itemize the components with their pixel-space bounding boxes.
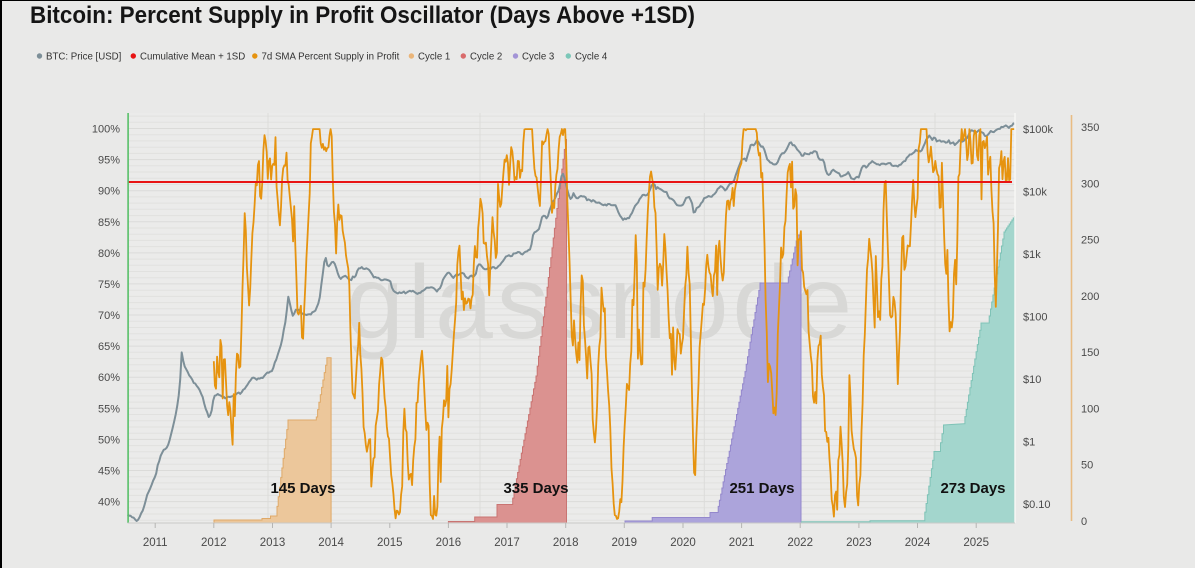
svg-text:251 Days: 251 Days bbox=[729, 480, 794, 497]
svg-text:2014: 2014 bbox=[318, 537, 344, 549]
svg-text:200: 200 bbox=[1081, 291, 1099, 303]
svg-text:145 Days: 145 Days bbox=[270, 480, 335, 497]
svg-text:2018: 2018 bbox=[553, 537, 579, 549]
svg-text:2013: 2013 bbox=[260, 537, 286, 549]
svg-text:75%: 75% bbox=[98, 279, 120, 291]
svg-text:65%: 65% bbox=[98, 341, 120, 353]
svg-text:$10: $10 bbox=[1023, 374, 1041, 386]
svg-text:90%: 90% bbox=[98, 186, 120, 198]
svg-text:2016: 2016 bbox=[436, 537, 462, 549]
svg-text:2015: 2015 bbox=[377, 537, 403, 549]
svg-text:0: 0 bbox=[1081, 516, 1087, 528]
svg-text:100: 100 bbox=[1081, 404, 1099, 416]
svg-text:$0.10: $0.10 bbox=[1023, 499, 1051, 511]
svg-text:Cycle 1: Cycle 1 bbox=[418, 52, 450, 63]
svg-text:70%: 70% bbox=[98, 310, 120, 322]
svg-text:2011: 2011 bbox=[143, 537, 168, 549]
svg-text:250: 250 bbox=[1081, 235, 1099, 247]
svg-text:273 Days: 273 Days bbox=[940, 480, 1005, 497]
svg-text:2022: 2022 bbox=[787, 537, 813, 549]
svg-text:350: 350 bbox=[1081, 122, 1099, 134]
svg-text:BTC: Price [USD]: BTC: Price [USD] bbox=[46, 52, 121, 63]
svg-text:2024: 2024 bbox=[905, 537, 931, 549]
svg-text:$10k: $10k bbox=[1023, 187, 1047, 199]
svg-text:$100k: $100k bbox=[1023, 124, 1053, 136]
svg-text:2017: 2017 bbox=[494, 537, 520, 549]
svg-text:7d SMA Percent Supply in Profi: 7d SMA Percent Supply in Profit bbox=[262, 52, 400, 63]
svg-text:2023: 2023 bbox=[846, 537, 872, 549]
svg-text:Cycle 3: Cycle 3 bbox=[522, 52, 554, 63]
svg-text:$100: $100 bbox=[1023, 312, 1047, 324]
svg-text:55%: 55% bbox=[98, 403, 120, 415]
svg-text:80%: 80% bbox=[98, 248, 120, 260]
svg-text:40%: 40% bbox=[98, 497, 120, 509]
svg-text:Cycle 4: Cycle 4 bbox=[575, 52, 608, 63]
svg-text:60%: 60% bbox=[98, 372, 120, 384]
svg-text:335 Days: 335 Days bbox=[503, 480, 568, 497]
svg-text:100%: 100% bbox=[92, 124, 120, 136]
svg-text:2025: 2025 bbox=[963, 537, 989, 549]
svg-text:2019: 2019 bbox=[612, 537, 638, 549]
svg-text:95%: 95% bbox=[98, 155, 120, 167]
svg-text:300: 300 bbox=[1081, 178, 1099, 190]
svg-text:2020: 2020 bbox=[670, 537, 696, 549]
svg-text:2012: 2012 bbox=[201, 537, 227, 549]
svg-text:45%: 45% bbox=[98, 466, 120, 478]
svg-text:$1: $1 bbox=[1023, 437, 1035, 449]
svg-text:50%: 50% bbox=[98, 434, 120, 446]
svg-text:$1k: $1k bbox=[1023, 249, 1041, 261]
svg-text:50: 50 bbox=[1081, 460, 1093, 472]
svg-text:2021: 2021 bbox=[729, 537, 755, 549]
svg-text:85%: 85% bbox=[98, 217, 120, 229]
svg-text:150: 150 bbox=[1081, 347, 1099, 359]
svg-text:Cumulative Mean + 1SD: Cumulative Mean + 1SD bbox=[140, 52, 245, 63]
svg-text:Cycle 2: Cycle 2 bbox=[470, 52, 502, 63]
